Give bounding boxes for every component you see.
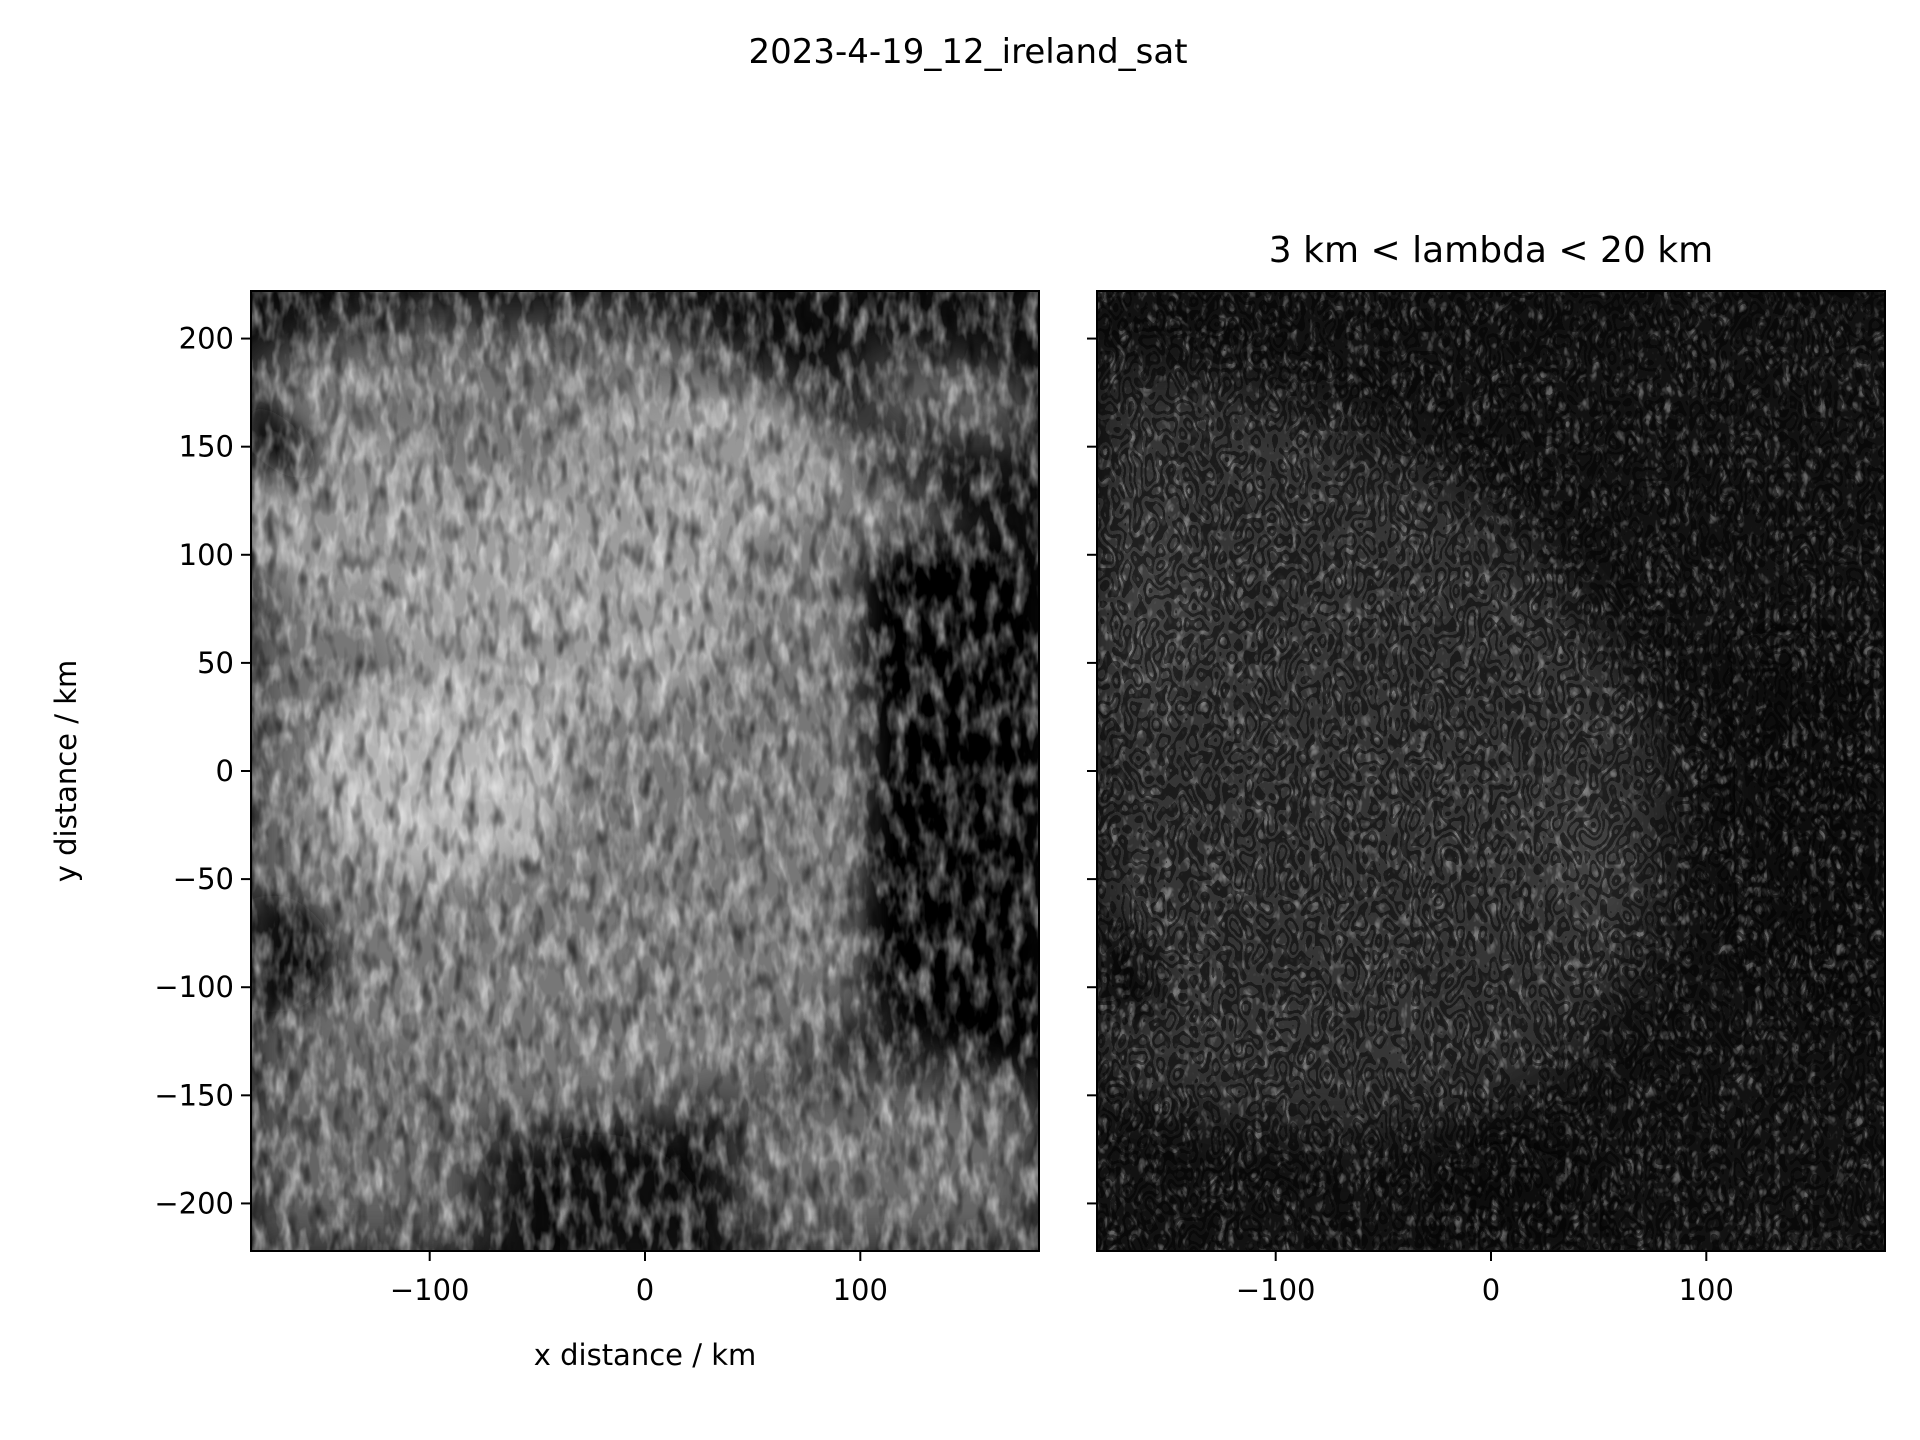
right-panel: 3 km < lambda < 20 km −100 0 100	[1087, 230, 1886, 1307]
left-y-tick-label: 150	[179, 430, 234, 464]
left-y-tick-label: 100	[179, 538, 234, 572]
left-y-tick-label: 200	[179, 322, 234, 356]
left-y-tick-label: 0	[216, 754, 234, 788]
right-heatmap-image	[1097, 291, 1885, 1251]
right-x-tick-label: 100	[1679, 1273, 1734, 1307]
left-y-axis: 200 150 100 50 0 −50 −100 −150 −200	[154, 322, 251, 1220]
right-x-tick-label: 0	[1482, 1273, 1500, 1307]
right-y-axis	[1087, 337, 1097, 1205]
left-y-tick-label: −100	[154, 970, 234, 1004]
right-panel-title: 3 km < lambda < 20 km	[1269, 230, 1713, 271]
left-x-tick-label: 0	[636, 1273, 654, 1307]
left-y-axis-label: y distance / km	[49, 660, 83, 883]
left-y-tick-label: −150	[154, 1078, 234, 1112]
left-x-tick-label: 100	[833, 1273, 888, 1307]
left-heatmap-image	[251, 291, 1039, 1251]
left-panel: 200 150 100 50 0 −50 −100 −150 −200 −100 0 100 x d…	[49, 290, 1040, 1372]
left-y-tick-label: −200	[154, 1186, 234, 1220]
left-y-tick-label: −50	[173, 862, 234, 896]
left-x-axis-label: x distance / km	[534, 1338, 757, 1372]
right-x-tick-label: −100	[1236, 1273, 1316, 1307]
left-y-tick-label: 50	[197, 646, 234, 680]
figure-suptitle: 2023-4-19_12_ireland_sat	[748, 32, 1187, 72]
left-x-tick-label: −100	[390, 1273, 470, 1307]
left-x-axis: −100 0 100	[390, 1251, 888, 1307]
right-x-axis: −100 0 100	[1236, 1251, 1734, 1307]
